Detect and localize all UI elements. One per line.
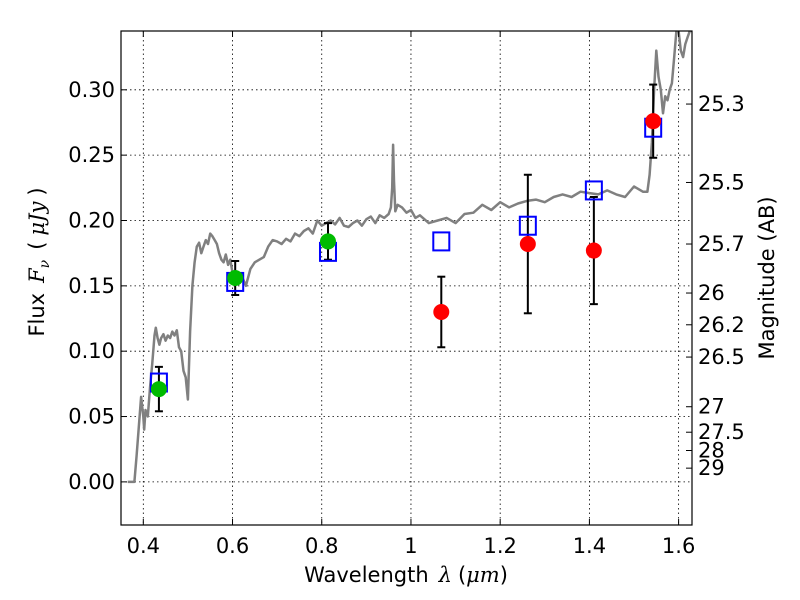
x-tick-label: 1.4 (573, 534, 606, 558)
red-data-point (519, 236, 536, 253)
red-data-point (645, 113, 662, 130)
markers (149, 113, 663, 398)
y-tick-label: 0.05 (68, 405, 115, 429)
y-tick-label: 0.10 (68, 339, 115, 363)
x-tick-label: 0.6 (216, 534, 249, 558)
x-tick-label: 0.8 (305, 534, 338, 558)
x-tick-label: 1.2 (483, 534, 516, 558)
model-square-marker (518, 215, 537, 236)
model-square-marker (584, 180, 603, 201)
magnitude-tick-label: 27.5 (698, 420, 745, 444)
x-tick-label: 1.6 (662, 534, 695, 558)
y-tick-label: 0.25 (68, 143, 115, 167)
red-data-point (585, 242, 602, 259)
ticks: 0.4 0.6 0.8 1 1.2 1.4 1.6 0.00 0.05 0.10 0.15 0.20 0… (68, 31, 745, 558)
magnitude-tick-label: 29 (698, 456, 725, 480)
magnitude-axis-label: Magnitude (AB) (755, 196, 779, 359)
magnitude-tick-label: 26.5 (698, 345, 745, 369)
magnitude-tick-label: 26 (698, 281, 725, 305)
y-tick-label: 0.30 (68, 78, 115, 102)
magnitude-tick-label: 25.3 (698, 92, 745, 116)
magnitude-tick-label: 26.2 (698, 313, 745, 337)
y-axis-label: FluxFν(μJy) (25, 187, 53, 336)
plot-area (121, 31, 692, 525)
y-tick-label: 0.20 (68, 208, 115, 232)
x-tick-label: 0.4 (127, 534, 160, 558)
x-axis-label: Wavelength λ (μm) (304, 563, 508, 587)
magnitude-tick-label: 27 (698, 395, 725, 419)
green-data-point (227, 270, 244, 286)
red-data-point (433, 303, 450, 320)
x-tick-label: 1 (404, 534, 417, 558)
magnitude-tick-label: 25.7 (698, 232, 745, 256)
green-data-point (150, 381, 167, 398)
series-layer (127, 31, 692, 484)
magnitude-tick-label: 28 (698, 439, 725, 463)
grid (121, 31, 692, 525)
y-tick-label: 0.15 (68, 274, 115, 298)
model-square-marker (432, 231, 451, 252)
sed-template-line (127, 31, 692, 484)
y-tick-label: 0.00 (68, 470, 115, 494)
magnitude-tick-label: 25.5 (698, 170, 745, 194)
green-data-point (319, 233, 336, 250)
plot-frame (120, 30, 693, 526)
